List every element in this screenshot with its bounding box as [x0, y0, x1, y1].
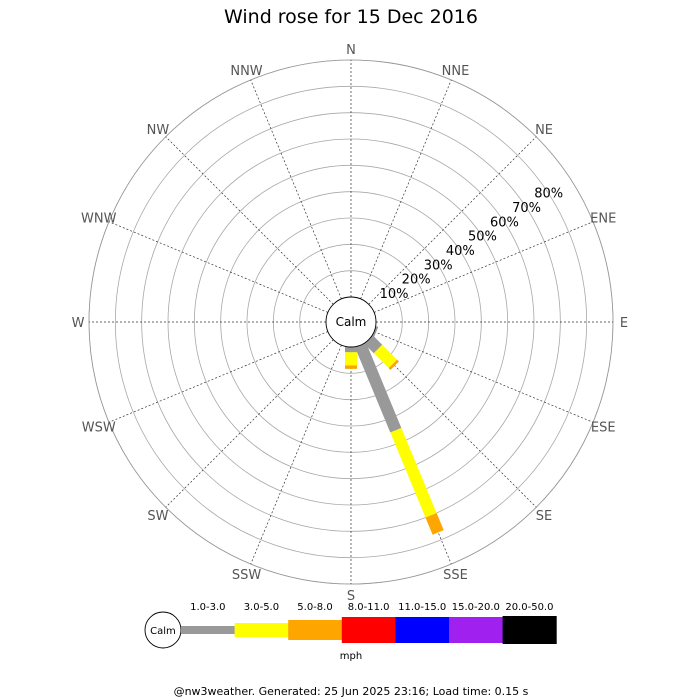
radial-tick-label: 70% — [512, 201, 541, 216]
direction-label-nw: NW — [147, 123, 170, 138]
direction-spokes — [89, 60, 613, 584]
legend-swatch-0 — [181, 626, 236, 634]
legend-swatch-5 — [449, 617, 504, 643]
direction-label-ssw: SSW — [232, 568, 262, 583]
legend-bin-label: 3.0-5.0 — [244, 602, 279, 613]
legend-swatch-4 — [395, 617, 450, 643]
grid-circle — [193, 164, 509, 480]
footer-text: @nw3weather. Generated: 25 Jun 2025 23:1… — [174, 685, 529, 698]
petal-s-segment — [345, 352, 357, 366]
legend-bin-label: 5.0-8.0 — [297, 602, 332, 613]
radial-tick-label: 30% — [424, 258, 453, 273]
legend-bin-label: 1.0-3.0 — [190, 602, 225, 613]
petal-sse-segment — [355, 342, 402, 433]
calm-label: Calm — [336, 315, 367, 329]
direction-labels: N NNE NE ENE E ESE SE SSE S SSW SW WSW W WNW NW NNW — [72, 43, 629, 604]
speed-legend: Calm 1.0-3.0 3.0-5.0 5.0-8.0 8.0-11.0 11.0-15… — [144, 602, 557, 649]
direction-label-n: N — [346, 43, 356, 58]
grid-circle — [299, 270, 403, 374]
radial-tick-label: 80% — [534, 187, 563, 202]
calm-circle-shape — [325, 296, 377, 348]
petal-se-segment — [388, 359, 399, 370]
radial-tick-label: 10% — [380, 287, 409, 302]
legend-swatch-1 — [234, 623, 289, 637]
petal-s-segment — [345, 347, 357, 353]
legend-swatch-3 — [341, 617, 396, 643]
radial-tick-label: 40% — [446, 244, 475, 259]
direction-label-w: W — [72, 316, 85, 331]
legend-swatch-2 — [288, 620, 343, 640]
radial-tick-label: 60% — [490, 215, 519, 230]
spoke-wnw — [108, 221, 329, 313]
spoke-ene — [373, 221, 594, 313]
direction-label-nne: NNE — [442, 64, 470, 79]
spoke-sw — [165, 339, 334, 508]
petal-se-segment — [373, 344, 398, 369]
spoke-nne — [360, 79, 452, 300]
calm-circle: Calm — [325, 296, 377, 348]
direction-label-e: E — [620, 316, 628, 331]
units-label: mph — [340, 651, 362, 662]
spoke-wsw — [108, 331, 329, 423]
spoke-nw — [165, 136, 334, 305]
petal-s-segment — [345, 365, 357, 369]
legend-bin-label: 20.0-50.0 — [505, 602, 553, 613]
petal-ese-segment — [371, 326, 379, 338]
direction-label-nnw: NNW — [230, 64, 262, 79]
spoke-se — [368, 339, 537, 508]
radial-tick-labels: 10%20%30%40%50%60%70%80% — [380, 187, 564, 302]
direction-label-ene: ENE — [590, 212, 616, 227]
radial-tick-label: 20% — [402, 273, 431, 288]
wind-petals — [345, 326, 444, 535]
direction-label-sw: SW — [147, 509, 168, 524]
direction-label-s: S — [347, 589, 355, 604]
direction-label-sse: SSE — [443, 568, 468, 583]
radial-tick-label: 50% — [468, 230, 497, 245]
chart-title: Wind rose for 15 Dec 2016 — [224, 6, 478, 28]
spoke-ssw — [250, 344, 342, 565]
direction-label-wsw: WSW — [82, 420, 116, 435]
legend-calm-label: Calm — [150, 626, 176, 637]
legend-swatch-6 — [502, 616, 557, 644]
legend-bin-label: 11.0-15.0 — [398, 602, 446, 613]
direction-label-se: SE — [536, 509, 552, 524]
spoke-ne — [368, 136, 537, 305]
direction-label-wnw: WNW — [81, 212, 117, 227]
grid-circle — [246, 217, 456, 427]
direction-label-ne: NE — [535, 123, 553, 138]
spoke-nnw — [250, 79, 342, 300]
legend-bin-label: 8.0-11.0 — [348, 602, 390, 613]
spoke-ese — [373, 331, 594, 423]
legend-bin-label: 15.0-20.0 — [452, 602, 500, 613]
petal-sse-segment — [425, 513, 444, 535]
petal-sse-segment — [390, 427, 437, 518]
grid-circle — [114, 85, 588, 559]
direction-label-ese: ESE — [591, 420, 616, 435]
